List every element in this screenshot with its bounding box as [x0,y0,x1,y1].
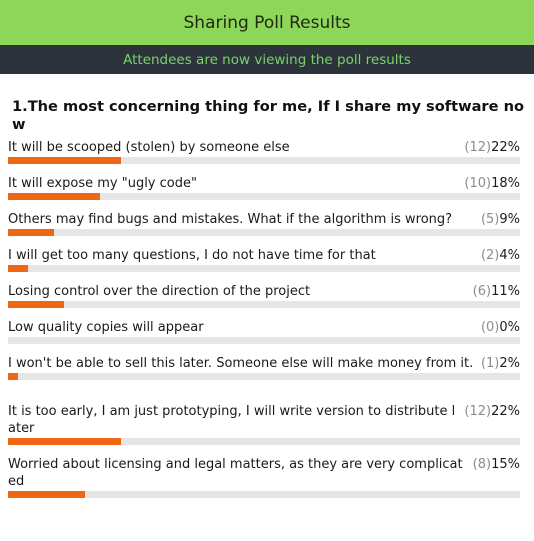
option-percent: 11% [491,284,520,299]
option-stats: (1)2% [481,355,520,372]
option-percent: 18% [491,176,520,191]
result-bar-track [8,157,520,164]
result-bar-fill [8,193,101,200]
status-banner: Attendees are now viewing the poll resul… [0,45,534,74]
result-bar-track [8,301,520,308]
option-stats: (2)4% [481,247,520,264]
result-bar-track [8,373,520,380]
result-bar-track [8,337,520,344]
result-bar-fill [8,157,121,164]
option-percent: 9% [499,212,520,227]
option-percent: 22% [491,404,520,419]
poll-option: It is too early, I am just prototyping, … [8,400,520,445]
result-bar-fill [8,438,121,445]
option-label: It will be scooped (stolen) by someone e… [8,140,290,155]
poll-option: Losing control over the direction of the… [8,280,520,308]
option-count: (12) [464,140,492,155]
option-label: I won't be able to sell this later. Some… [8,356,474,371]
option-stats: (0)0% [481,319,520,336]
poll-option: I will get too many questions, I do not … [8,244,520,272]
option-count: (5) [480,212,500,227]
poll-options-list: It will be scooped (stolen) by someone e… [0,134,534,498]
poll-option: It will expose my "ugly code" (10)18% [8,172,520,200]
result-bar-fill [8,373,19,380]
option-stats: (10)18% [464,175,520,192]
option-percent: 15% [491,457,520,472]
option-label: Others may find bugs and mistakes. What … [8,212,453,227]
result-bar-fill [8,301,65,308]
option-label: Low quality copies will appear [8,320,204,335]
option-count: (6) [472,284,492,299]
poll-option: I won't be able to sell this later. Some… [8,352,520,380]
result-bar-track [8,438,520,445]
option-stats: (12)22% [464,139,520,156]
poll-option: Worried about licensing and legal matter… [8,453,520,498]
option-count: (10) [464,176,492,191]
result-bar-fill [8,265,29,272]
result-bar-track [8,193,520,200]
result-bar-fill [8,229,55,236]
result-bar-track [8,229,520,236]
option-label: Worried about licensing and legal matter… [8,457,463,489]
option-percent: 2% [499,356,520,371]
option-percent: 4% [499,248,520,263]
option-count: (1) [480,356,500,371]
window-title-bar: Sharing Poll Results [0,0,534,45]
status-message: Attendees are now viewing the poll resul… [123,51,411,68]
option-count: (8) [472,457,492,472]
option-stats: (6)11% [473,283,520,300]
result-bar-track [8,265,520,272]
option-count: (0) [480,320,500,335]
option-stats: (12)22% [464,403,520,420]
option-count: (2) [480,248,500,263]
window-title: Sharing Poll Results [183,12,351,33]
option-percent: 22% [491,140,520,155]
option-count: (12) [464,404,492,419]
poll-option: Others may find bugs and mistakes. What … [8,208,520,236]
option-label: Losing control over the direction of the… [8,284,311,299]
option-percent: 0% [499,320,520,335]
option-label: It is too early, I am just prototyping, … [8,404,456,436]
poll-option: It will be scooped (stolen) by someone e… [8,136,520,164]
option-label: I will get too many questions, I do not … [8,248,376,263]
result-bar-fill [8,491,85,498]
poll-option: Low quality copies will appear (0)0% [8,316,520,344]
question-title: 1.The most concerning thing for me, If I… [12,98,525,133]
option-stats: (8)15% [473,456,520,473]
result-bar-track [8,491,520,498]
option-stats: (5)9% [481,211,520,228]
option-label: It will expose my "ugly code" [8,176,197,191]
